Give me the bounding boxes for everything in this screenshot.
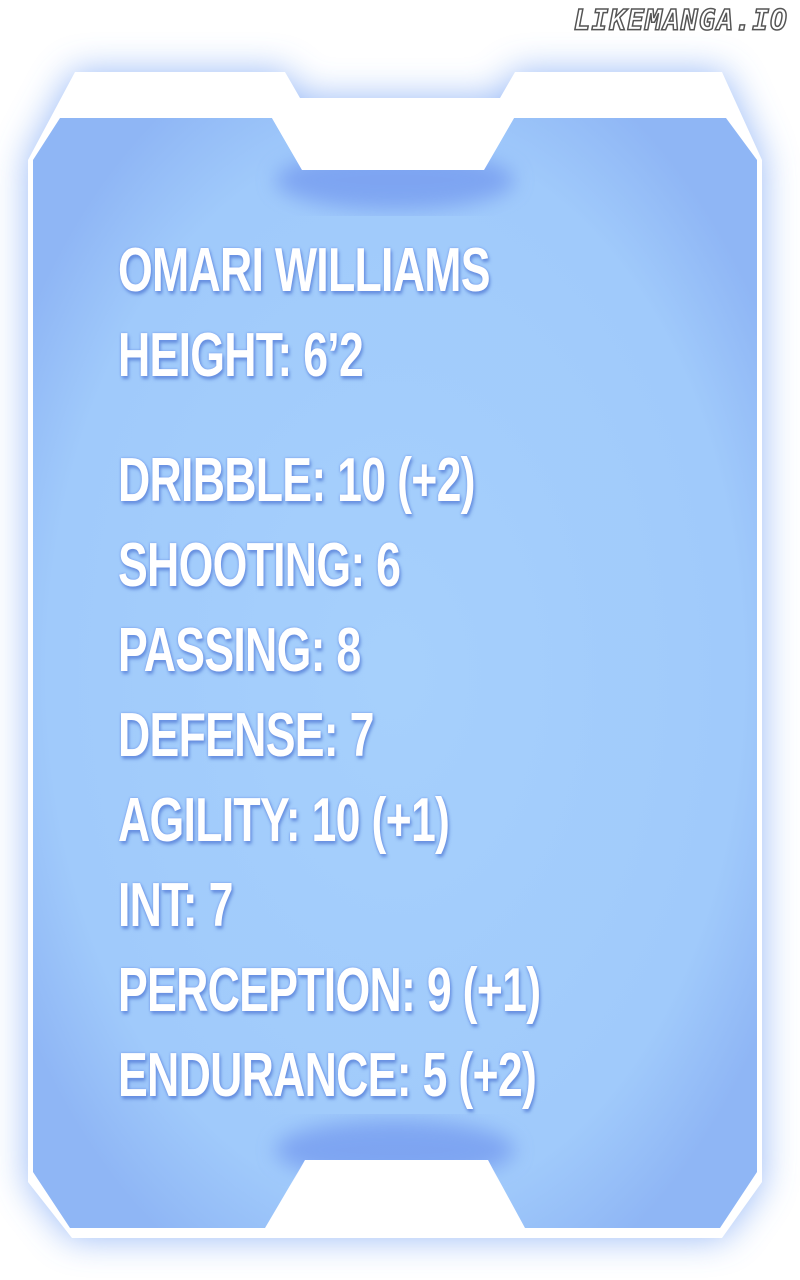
top-tab xyxy=(272,118,514,170)
player-height: HEIGHT: 6’2 xyxy=(118,321,364,390)
stat-dribble: DRIBBLE: 10 (+2) xyxy=(118,446,476,515)
stat-agility: AGILITY: 10 (+1) xyxy=(118,786,450,855)
panel xyxy=(33,118,757,1228)
player-name: OMARI WILLIAMS xyxy=(118,236,491,305)
stat-endurance: ENDURANCE: 5 (+2) xyxy=(118,1041,537,1110)
stat-int: INT: 7 xyxy=(118,871,233,940)
bottom-tab xyxy=(265,1160,525,1232)
stat-shooting: SHOOTING: 6 xyxy=(118,531,401,600)
watermark: LIKEMANGA.IO xyxy=(573,3,788,38)
stat-defense: DEFENSE: 7 xyxy=(118,701,374,770)
stat-passing: PASSING: 8 xyxy=(118,616,361,685)
stats-panel: OMARI WILLIAMS HEIGHT: 6’2 DRIBBLE: 10 (… xyxy=(118,228,705,1118)
stat-perception: PERCEPTION: 9 (+1) xyxy=(118,956,541,1025)
